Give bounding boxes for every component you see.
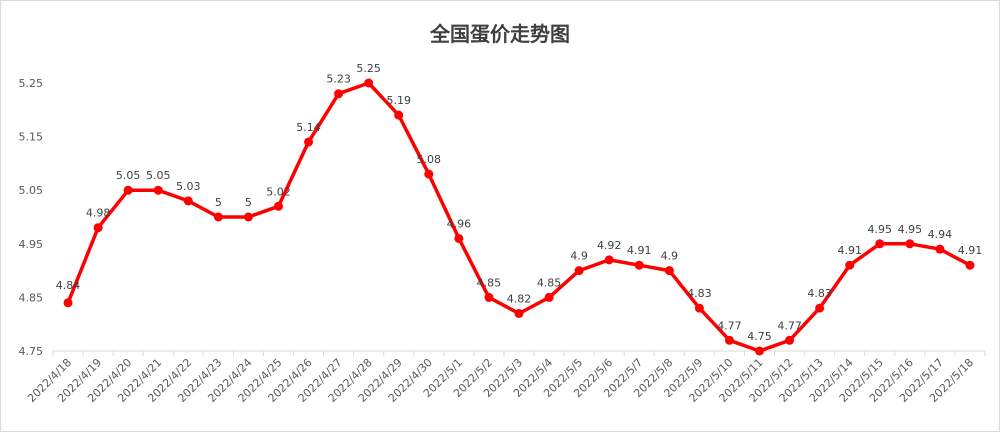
data-label: 5.05	[146, 169, 171, 182]
data-label: 4.85	[477, 276, 502, 289]
data-label: 5.05	[116, 169, 141, 182]
chart-title: 全国蛋价走势图	[430, 22, 570, 46]
data-label: 4.98	[86, 207, 111, 220]
data-point	[364, 78, 374, 88]
data-label: 4.83	[807, 287, 832, 300]
data-label: 4.96	[447, 217, 472, 230]
data-point	[514, 308, 524, 318]
data-point	[63, 298, 73, 308]
data-point	[304, 137, 314, 147]
data-point	[604, 255, 614, 265]
data-point	[815, 303, 825, 313]
data-label: 4.83	[687, 287, 712, 300]
data-point	[334, 89, 344, 99]
data-point	[724, 335, 734, 345]
y-axis-ticks: 4.75 4.85 4.95 5.05 5.15 5.25	[19, 77, 44, 358]
data-label: 4.77	[777, 319, 802, 332]
data-point	[213, 212, 223, 222]
data-label: 5.14	[296, 121, 321, 134]
axes	[52, 350, 986, 356]
data-point	[273, 201, 283, 211]
data-label: 5	[215, 196, 222, 209]
data-point	[935, 244, 945, 254]
data-point	[544, 292, 554, 302]
data-label: 5.23	[326, 73, 351, 86]
data-point	[664, 266, 674, 276]
y-tick-label: 4.75	[19, 345, 44, 358]
data-label: 4.85	[537, 276, 562, 289]
data-label: 4.95	[868, 223, 893, 236]
data-label: 5.08	[417, 153, 442, 166]
data-label: 4.77	[717, 319, 742, 332]
data-labels: 4.84 4.98 5.05 5.05 5.03 5 5 5.02 5.14 5.23 5.25 5.…	[56, 62, 982, 343]
data-label: 4.92	[597, 239, 622, 252]
y-tick-label: 4.85	[19, 291, 44, 304]
data-point	[123, 185, 133, 195]
data-point	[183, 196, 193, 206]
y-tick-label: 5.25	[19, 77, 44, 90]
data-point	[454, 233, 464, 243]
data-label: 4.9	[661, 250, 679, 263]
data-point	[965, 260, 975, 270]
data-point	[153, 185, 163, 195]
data-label: 4.91	[958, 244, 983, 257]
data-point	[634, 260, 644, 270]
data-point	[484, 292, 494, 302]
data-point	[785, 335, 795, 345]
data-label: 4.9	[570, 250, 588, 263]
y-tick-label: 5.15	[19, 131, 44, 144]
data-label: 5.02	[266, 185, 291, 198]
x-axis-ticks: 2022/4/182022/4/192022/4/202022/4/212022…	[25, 356, 976, 405]
data-label: 5.03	[176, 180, 201, 193]
data-point	[875, 239, 885, 249]
data-label: 5.25	[356, 62, 381, 75]
data-point	[905, 239, 915, 249]
y-tick-label: 5.05	[19, 184, 44, 197]
series-markers	[63, 78, 975, 356]
data-label: 4.91	[627, 244, 652, 257]
data-point	[93, 223, 103, 233]
data-label: 4.95	[898, 223, 923, 236]
data-point	[424, 169, 434, 179]
data-label: 4.82	[507, 292, 532, 305]
data-point	[755, 346, 765, 356]
y-tick-label: 4.95	[19, 238, 44, 251]
data-point	[694, 303, 704, 313]
data-point	[394, 110, 404, 120]
data-point	[243, 212, 253, 222]
data-label: 4.91	[837, 244, 862, 257]
data-point	[574, 266, 584, 276]
data-label: 4.84	[56, 279, 81, 292]
data-label: 5.19	[386, 94, 411, 107]
data-label: 5	[245, 196, 252, 209]
data-label: 4.75	[747, 330, 772, 343]
data-label: 4.94	[928, 228, 953, 241]
data-point	[845, 260, 855, 270]
